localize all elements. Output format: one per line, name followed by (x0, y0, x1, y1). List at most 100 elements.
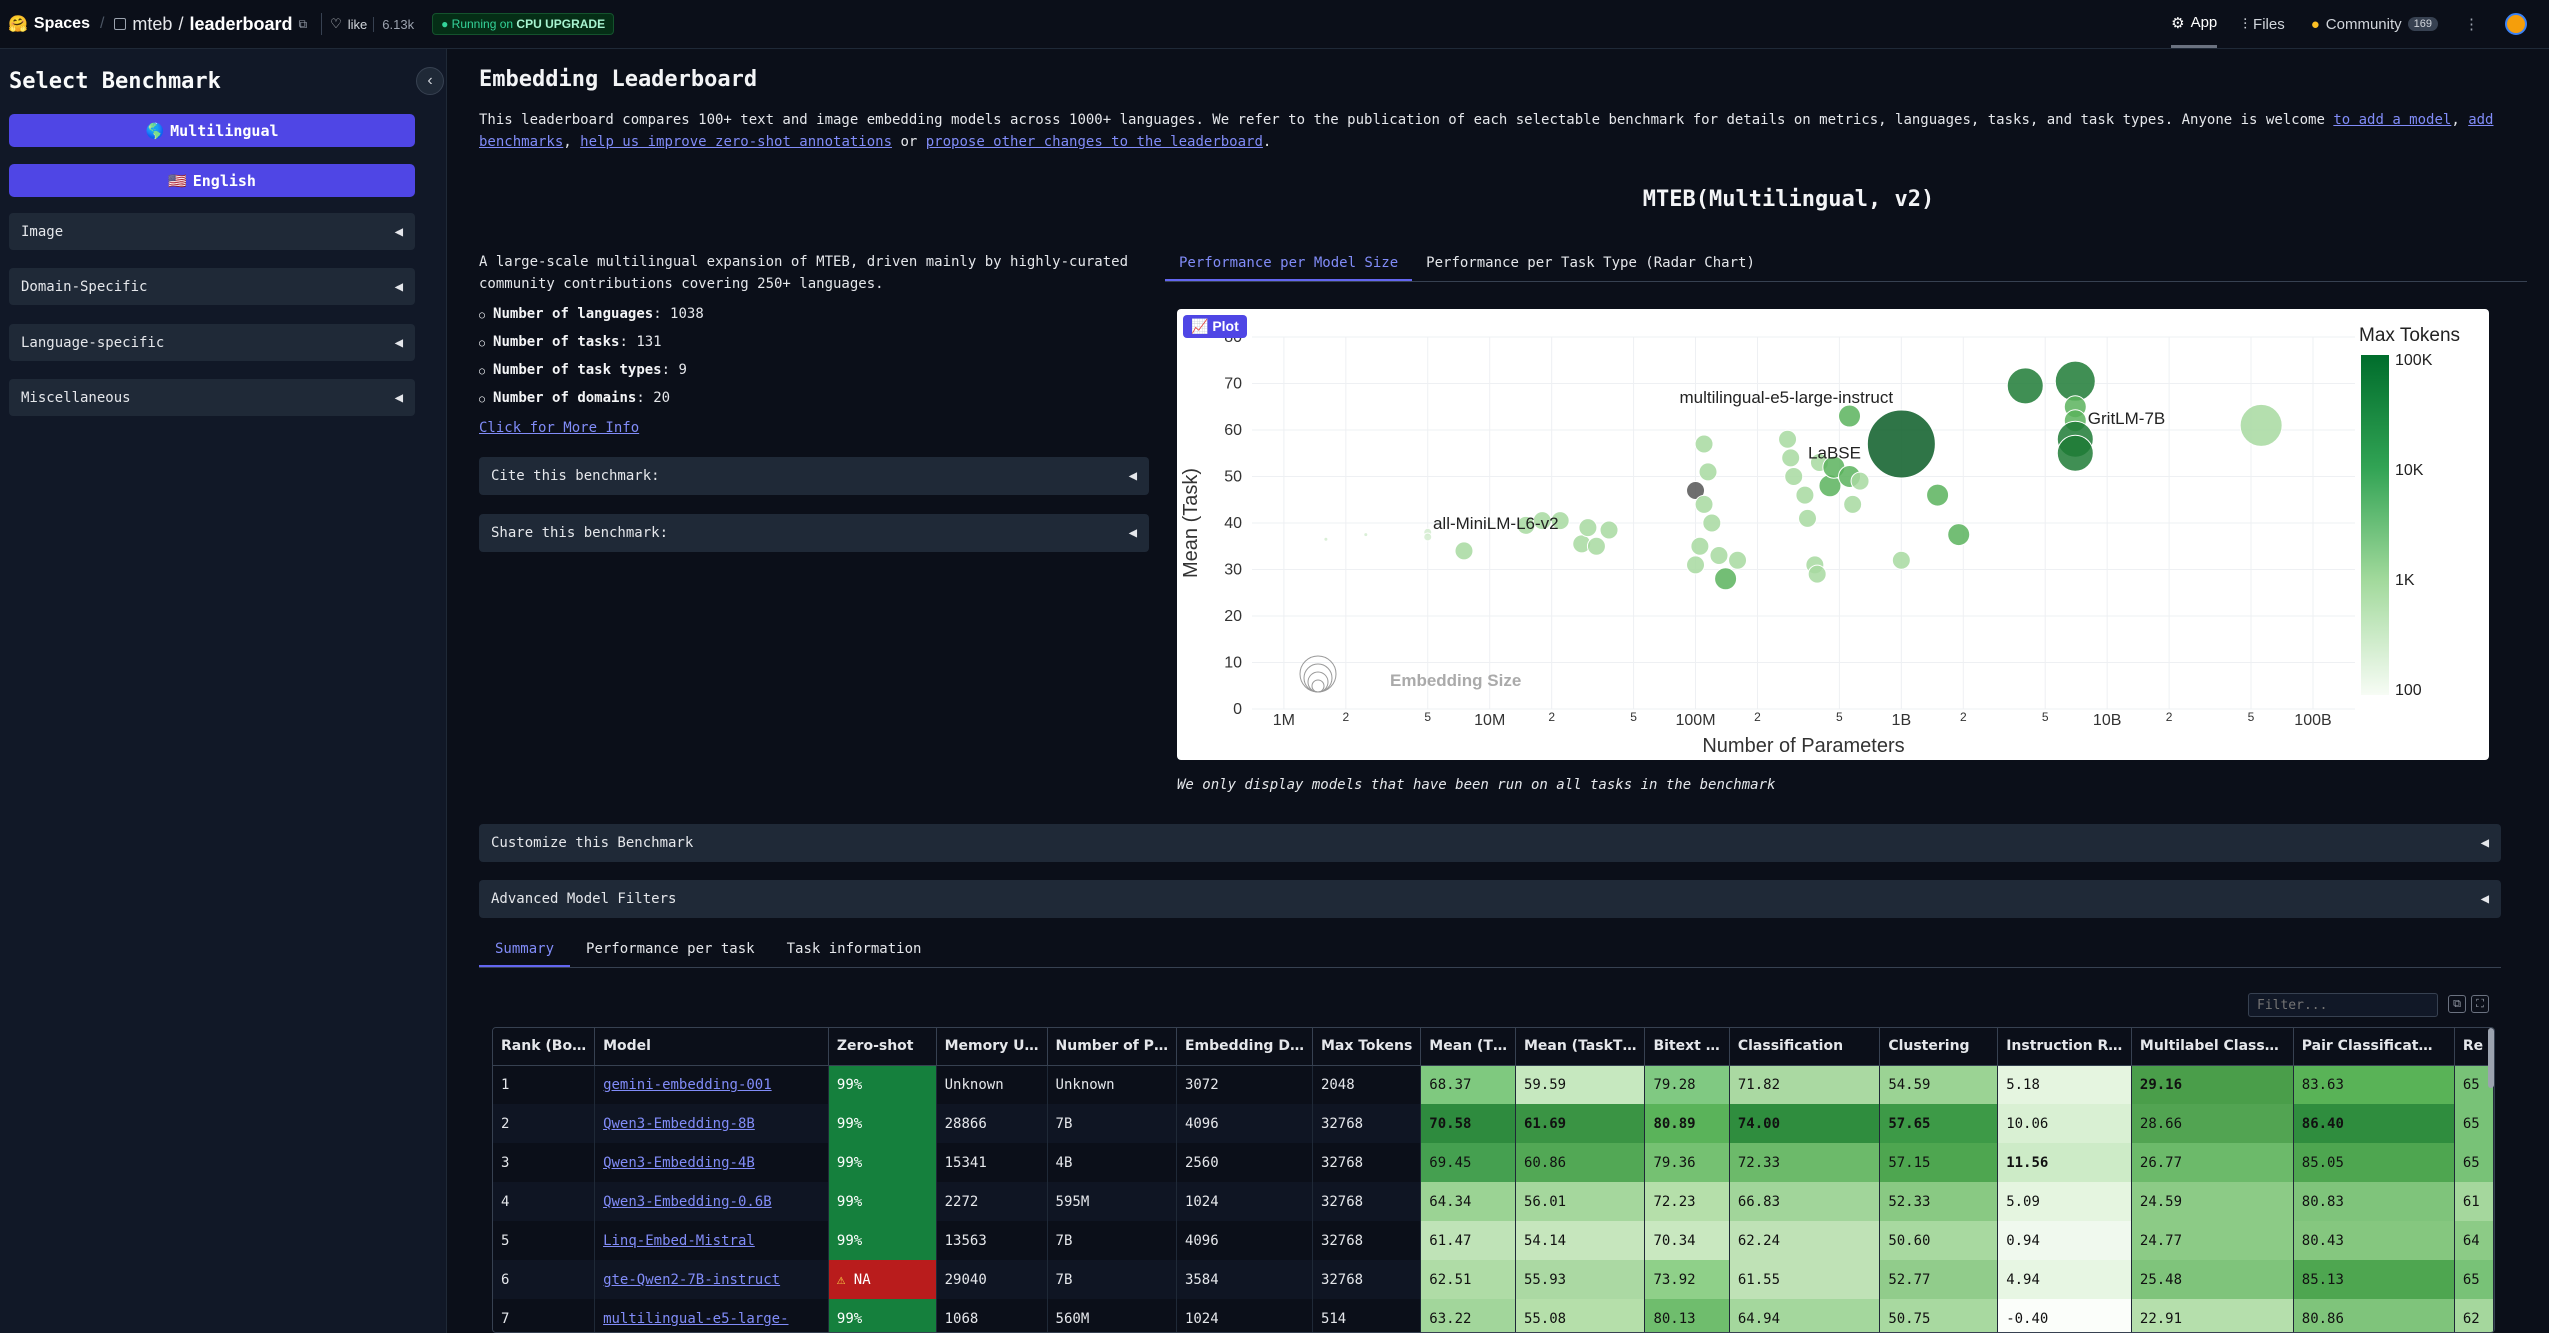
data-point (1686, 555, 1706, 575)
x-tick-label: 100M (1676, 712, 1716, 729)
colorbar-tick: 100K (2395, 352, 2433, 369)
model-link[interactable]: gte-Qwen2-7B-instruct (603, 1271, 781, 1288)
sidebar-section-image[interactable]: Image ◀ (9, 213, 415, 250)
table-filter-input[interactable] (2248, 993, 2438, 1017)
tab-app[interactable]: ⚙ App (2171, 0, 2218, 48)
customize-benchmark-accordion[interactable]: Customize this Benchmark ◀ (479, 824, 2501, 862)
leaderboard-table[interactable]: Rank (Bo… Model Zero-shot Memory U… Number o… (492, 1027, 2495, 1333)
table-row[interactable]: 6 gte-Qwen2-7B-instruct ⚠ NA 29040 7B 3584 327… (493, 1260, 2494, 1299)
column-header[interactable]: Classification (1729, 1028, 1881, 1066)
tab-summary[interactable]: Summary (479, 935, 571, 967)
tab-task-information[interactable]: Task information (786, 941, 922, 957)
more-info-link[interactable]: Click for More Info (479, 420, 640, 436)
column-header[interactable]: Mean (TaskT… (1515, 1028, 1646, 1066)
cite-accordion[interactable]: Cite this benchmark: ◀ (479, 457, 1149, 495)
more-options-icon[interactable]: ⋮ (2464, 16, 2479, 33)
column-header[interactable]: Number of P… (1047, 1028, 1177, 1066)
column-header[interactable]: Max Tokens (1312, 1028, 1422, 1066)
column-header[interactable]: Embedding D… (1176, 1028, 1313, 1066)
column-header[interactable]: Pair Classificat… (2293, 1028, 2455, 1066)
sidebar-section-domain-specific[interactable]: Domain-Specific ◀ (9, 268, 415, 305)
model-link[interactable]: multilingual-e5-large- (603, 1310, 789, 1327)
tab-files[interactable]: ⫶ Files (2243, 15, 2285, 33)
y-tick-label: 10 (1224, 655, 1242, 672)
running-status-badge[interactable]: ● Running on CPU UPGRADE (432, 13, 615, 35)
sidebar-section-miscellaneous[interactable]: Miscellaneous ◀ (9, 379, 415, 416)
us-flag-icon: 🇺🇸 (168, 171, 187, 190)
table-scrollbar[interactable] (2488, 1028, 2494, 1088)
column-header[interactable]: Instruction R… (1997, 1028, 2132, 1066)
tab-performance-radar[interactable]: Performance per Task Type (Radar Chart) (1426, 255, 1755, 271)
plot-badge[interactable]: 📈 Plot (1183, 315, 1247, 338)
score-cell: 69.45 (1420, 1143, 1516, 1182)
colorbar-tick: 1K (2395, 572, 2415, 589)
score-value: 80.13 (1653, 1310, 1696, 1327)
table-row[interactable]: 1 gemini-embedding-001 99% Unknown Unknown 30… (493, 1065, 2494, 1104)
column-header[interactable]: Memory U… (936, 1028, 1048, 1066)
zero-shot-annotations-link[interactable]: help us improve zero-shot annotations (580, 134, 893, 150)
score-cell: 61.47 (1420, 1221, 1516, 1260)
score-value: 71.82 (1737, 1076, 1781, 1093)
score-value: 80.83 (2301, 1193, 2344, 1210)
copy-table-icon[interactable]: ⧉ (2448, 995, 2466, 1013)
score-value: -0.40 (2006, 1310, 2049, 1327)
add-model-link[interactable]: to add a model (2333, 112, 2452, 128)
score-cell: 86.40 (2293, 1104, 2455, 1143)
model-link[interactable]: Qwen3-Embedding-8B (603, 1115, 755, 1132)
score-cell: 22.91 (2131, 1299, 2294, 1332)
repo-breadcrumb[interactable]: mteb / leaderboard ⧉ (114, 14, 307, 35)
column-header[interactable]: Bitext … (1644, 1028, 1730, 1066)
table-row[interactable]: 7 multilingual-e5-large- 99% 1068 560M 1024 51… (493, 1299, 2494, 1332)
tab-community[interactable]: ● Community 169 (2311, 0, 2438, 48)
x-tick-label: 2 (1342, 710, 1349, 724)
heart-icon: ♡ (330, 16, 342, 31)
score-cell: 62.51 (1420, 1260, 1516, 1299)
collapse-sidebar-button[interactable]: ‹ (416, 67, 444, 95)
score-value: 64.34 (1429, 1193, 1472, 1210)
table-row[interactable]: 5 Linq-Embed-Mistral 99% 13563 7B 4096 32768 61… (493, 1221, 2494, 1260)
scatter-plot[interactable]: multilingual-e5-large-instruct GritLM-7B L… (1177, 309, 2489, 760)
column-header[interactable]: Multilabel Class… (2131, 1028, 2294, 1066)
score-cell: 57.65 (1879, 1104, 1999, 1143)
data-point (1866, 409, 1936, 479)
params-cell: 595M (1047, 1182, 1177, 1221)
column-header[interactable]: Model (594, 1028, 829, 1066)
score-cell: 61.69 (1515, 1104, 1646, 1143)
column-header[interactable]: Mean (T… (1420, 1028, 1516, 1066)
spaces-logo[interactable]: 🤗 Spaces (8, 15, 90, 33)
score-value: 5.18 (2006, 1076, 2040, 1093)
propose-changes-link[interactable]: propose other changes to the leaderboard (925, 134, 1263, 150)
score-cell: 57.15 (1879, 1143, 1999, 1182)
share-accordion[interactable]: Share this benchmark: ◀ (479, 514, 1149, 552)
table-tabs: Summary Performance per task Task inform… (479, 935, 2501, 968)
column-header[interactable]: Zero-shot (828, 1028, 937, 1066)
column-header[interactable]: Rank (Bo… (493, 1028, 596, 1066)
model-link[interactable]: Qwen3-Embedding-4B (603, 1154, 755, 1171)
score-cell: 65 (2454, 1260, 2494, 1299)
tab-performance-per-size[interactable]: Performance per Model Size (1165, 249, 1413, 281)
fullscreen-icon[interactable]: ⛶ (2471, 995, 2489, 1013)
score-cell: 54.59 (1879, 1065, 1999, 1104)
benchmark-english-button[interactable]: 🇺🇸 English (9, 164, 415, 197)
column-header[interactable]: Re (2454, 1028, 2494, 1066)
table-row[interactable]: 2 Qwen3-Embedding-8B 99% 28866 7B 4096 32768 70… (493, 1104, 2494, 1143)
tab-performance-per-task[interactable]: Performance per task (586, 941, 755, 957)
score-cell: 55.93 (1515, 1260, 1646, 1299)
column-header[interactable]: Clustering (1879, 1028, 1999, 1066)
like-button[interactable]: ♡ like 6.13k (321, 13, 422, 35)
score-cell: 66.83 (1729, 1182, 1881, 1221)
advanced-filters-accordion[interactable]: Advanced Model Filters ◀ (479, 880, 2501, 918)
table-row[interactable]: 3 Qwen3-Embedding-4B 99% 15341 4B 2560 32768 69… (493, 1143, 2494, 1182)
sidebar-section-language-specific[interactable]: Language-specific ◀ (9, 324, 415, 361)
add-benchmarks-link[interactable]: add benchmarks (479, 112, 2494, 150)
x-tick-label: 1M (1273, 712, 1295, 729)
copy-icon[interactable]: ⧉ (298, 16, 308, 31)
model-link[interactable]: gemini-embedding-001 (603, 1076, 772, 1093)
score-cell: 83.63 (2293, 1065, 2455, 1104)
table-row[interactable]: 4 Qwen3-Embedding-0.6B 99% 2272 595M 1024 3276… (493, 1182, 2494, 1221)
model-link[interactable]: Linq-Embed-Mistral (603, 1232, 755, 1249)
avatar[interactable] (2505, 13, 2527, 35)
model-link[interactable]: Qwen3-Embedding-0.6B (603, 1193, 772, 1210)
benchmark-multilingual-button[interactable]: 🌎 Multilingual (9, 114, 415, 147)
data-point (1850, 471, 1870, 491)
